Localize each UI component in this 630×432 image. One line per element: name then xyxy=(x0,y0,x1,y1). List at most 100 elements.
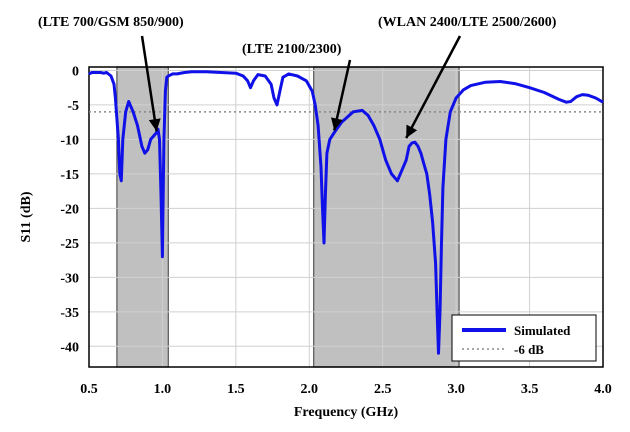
annotation-arrow-2 xyxy=(333,59,352,131)
series-point xyxy=(167,75,169,77)
series-point xyxy=(150,138,152,141)
series-point xyxy=(470,85,472,87)
series-point xyxy=(352,111,354,113)
annotations: (LTE 700/GSM 850/900) (LTE 2100/2300) (WLA… xyxy=(38,15,557,139)
series-point xyxy=(414,141,416,143)
series-point xyxy=(122,138,124,141)
x-tick-label: 4.0 xyxy=(594,382,612,397)
series-point xyxy=(570,100,572,103)
y-axis-title: S11 (dB) xyxy=(19,191,34,242)
y-tick-label: -25 xyxy=(60,237,79,252)
series-point xyxy=(373,125,375,127)
series-point xyxy=(116,118,118,120)
series-point xyxy=(163,138,165,141)
series-point xyxy=(429,193,431,196)
series-point xyxy=(417,145,419,147)
series-point xyxy=(440,242,443,244)
series-point xyxy=(543,91,545,94)
legend-box xyxy=(451,314,597,362)
simulated-series-line xyxy=(88,70,604,355)
series-point xyxy=(166,76,168,78)
series-point xyxy=(113,83,115,85)
series-point xyxy=(125,111,127,113)
series-point xyxy=(270,83,272,85)
series-point xyxy=(128,100,130,103)
series-point xyxy=(320,166,322,168)
series-point xyxy=(153,135,155,137)
series-point xyxy=(169,74,171,76)
series-point xyxy=(119,173,121,175)
annotation-label-3: (WLAN 2400/LTE 2500/2600) xyxy=(378,15,557,30)
series-point xyxy=(436,311,438,313)
series-point xyxy=(136,125,139,127)
series-point xyxy=(499,80,501,83)
series-point xyxy=(385,159,387,161)
y-tick-label: -5 xyxy=(67,99,79,114)
series-point xyxy=(279,90,281,92)
series-point xyxy=(595,97,597,99)
series-point xyxy=(273,97,275,99)
series-point xyxy=(117,138,119,141)
x-tick-label: 2.5 xyxy=(374,382,392,397)
series-point xyxy=(158,138,161,141)
band-regions xyxy=(116,66,460,368)
series-point xyxy=(288,73,290,75)
series-points xyxy=(88,71,604,354)
x-tick-label: 0.5 xyxy=(80,382,98,397)
series-point xyxy=(432,221,434,223)
series-point xyxy=(247,80,249,82)
y-tick-label: -40 xyxy=(60,340,79,355)
series-point xyxy=(426,173,428,175)
series-point xyxy=(88,73,90,75)
series-point xyxy=(379,138,381,141)
y-tick-label: -20 xyxy=(60,202,79,217)
series-point xyxy=(390,173,393,175)
series-point xyxy=(514,82,516,85)
legend: Simulated -6 dB xyxy=(451,314,597,362)
series-point xyxy=(581,93,584,96)
series-point xyxy=(110,75,112,77)
series-point xyxy=(528,87,531,89)
series-point xyxy=(333,131,335,134)
series-point xyxy=(157,128,159,130)
series-point xyxy=(141,145,143,147)
series-point xyxy=(423,162,425,165)
annotation-arrowhead-3 xyxy=(406,124,418,139)
series-point xyxy=(120,180,122,182)
y-tick-labels: 0 -5 -10 -15 -20 -25 -30 -35 -40 xyxy=(60,64,79,355)
series-point xyxy=(242,75,244,77)
annotation-label-2: (LTE 2100/2300) xyxy=(242,42,342,57)
series-point xyxy=(587,94,589,96)
series-point xyxy=(252,80,255,82)
series-point xyxy=(191,71,193,73)
series-point xyxy=(311,90,313,92)
series-point xyxy=(100,71,102,74)
series-point xyxy=(439,311,441,313)
series-point xyxy=(434,262,437,265)
series-point xyxy=(264,75,266,77)
series-point xyxy=(437,352,440,354)
series-point xyxy=(220,71,222,74)
series-point xyxy=(408,145,410,147)
series-point xyxy=(176,73,178,75)
x-axis-title: Frequency (GHz) xyxy=(294,405,399,420)
series-point xyxy=(103,72,105,74)
series-point xyxy=(329,138,331,141)
annotation-arrowhead-2 xyxy=(331,117,343,131)
series-point xyxy=(317,125,319,127)
series-point xyxy=(235,72,237,74)
series-point xyxy=(401,169,403,172)
y-tick-label: -10 xyxy=(60,133,79,148)
series-point xyxy=(405,159,407,161)
series-point xyxy=(205,71,208,73)
series-point xyxy=(95,71,97,74)
series-point xyxy=(132,111,134,113)
x-tick-label: 1.5 xyxy=(227,382,245,397)
series-point xyxy=(91,71,93,74)
series-point xyxy=(155,131,158,134)
series-point xyxy=(442,187,444,189)
series-point xyxy=(565,101,567,103)
series-point xyxy=(367,114,369,116)
x-tick-label: 2.0 xyxy=(301,382,319,397)
